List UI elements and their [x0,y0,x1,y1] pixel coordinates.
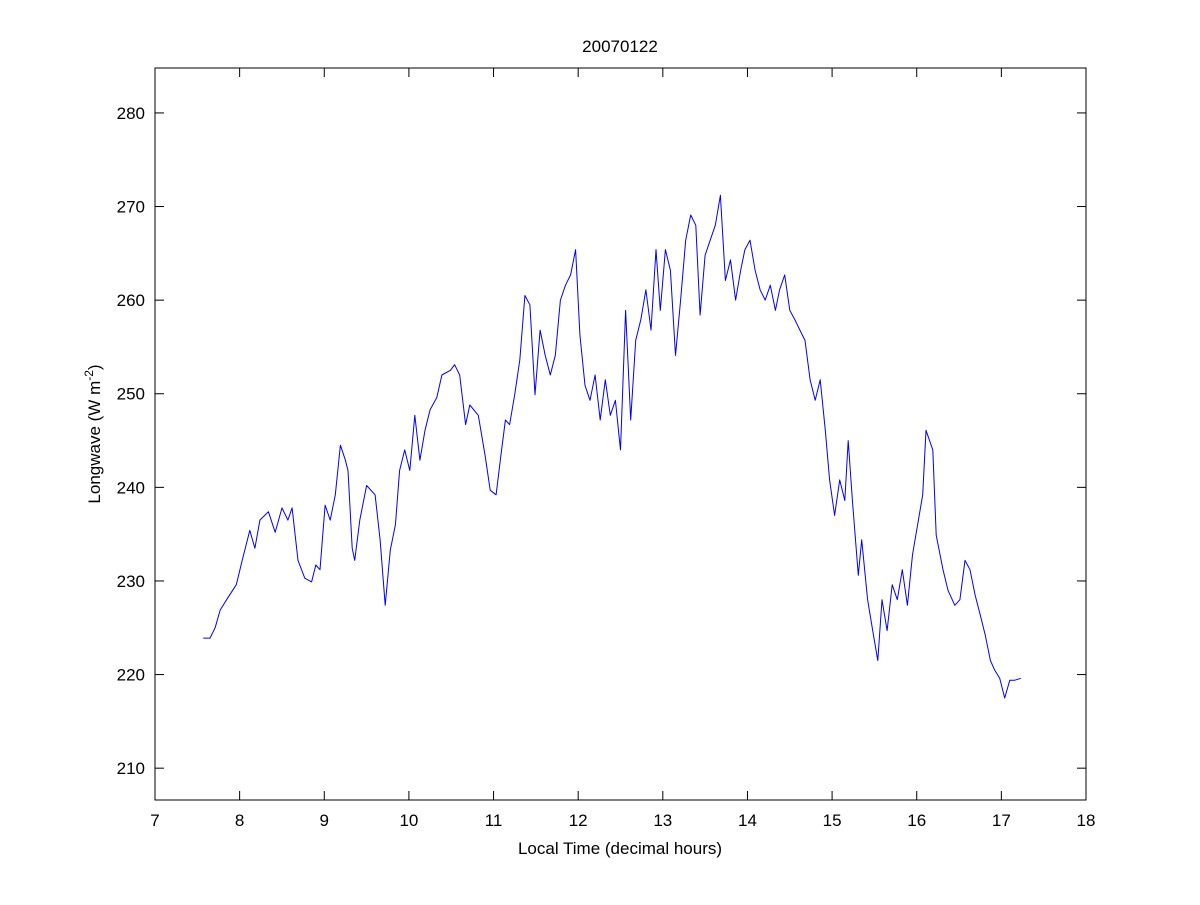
y-tick-label: 220 [117,666,145,685]
x-tick-label: 7 [150,811,159,830]
y-tick-label: 270 [117,198,145,217]
x-tick-label: 8 [235,811,244,830]
series-line-longwave [203,194,1021,699]
y-tick-label: 230 [117,572,145,591]
y-tick-label: 250 [117,385,145,404]
x-axis-label: Local Time (decimal hours) [518,839,722,858]
y-axis-label-main: Longwave (W m [85,381,104,504]
axis-ticks: 7 8 9 10 11 12 13 14 15 16 17 18 210 220 230 240 250 260 2… [117,68,1096,830]
y-axis-label-sup: -2 [82,370,96,381]
y-tick-label: 240 [117,478,145,497]
x-tick-label: 9 [320,811,329,830]
x-tick-label: 15 [823,811,842,830]
series-group [203,194,1021,699]
plot-area [154,67,1087,801]
x-tick-label: 11 [485,811,503,830]
chart-title: 20070122 [582,37,658,56]
x-tick-label: 10 [399,811,418,830]
x-tick-label: 14 [738,811,757,830]
y-tick-label: 210 [117,759,145,778]
x-tick-label: 16 [907,811,926,830]
y-tick-label: 280 [117,104,145,123]
x-tick-label: 17 [992,811,1011,830]
x-tick-label: 12 [569,811,588,830]
x-tick-label: 13 [653,811,672,830]
y-axis-label: Longwave (W m-2) [82,364,104,503]
y-tick-label: 260 [117,291,145,310]
x-tick-label: 18 [1077,811,1096,830]
y-axis-label-end: ) [85,364,104,370]
